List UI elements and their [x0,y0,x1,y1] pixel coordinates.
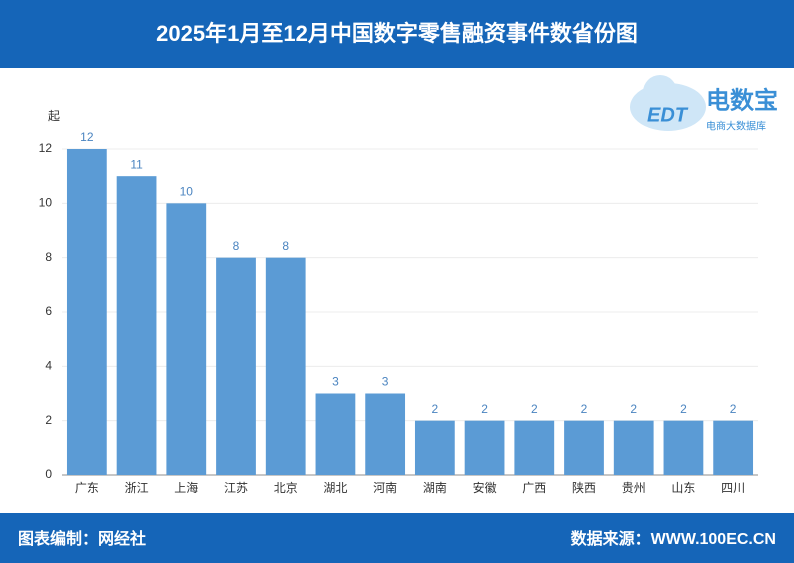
bar [713,420,754,475]
data-label: 3 [382,375,389,389]
bar [365,393,406,475]
footer-band [0,513,794,563]
logo-cloud [643,75,677,109]
logo-mark: EDT [647,104,689,126]
y-tick-label: 0 [45,467,52,481]
bar [66,149,107,475]
y-tick-label: 12 [39,141,53,155]
bar [564,420,604,475]
bar [116,176,157,475]
bar [265,257,306,475]
data-label: 12 [80,130,94,144]
footer-left: 图表编制：网经社 [18,529,146,548]
logo-subtitle: 电商大数据库 [706,120,766,133]
x-tick-label: 江苏 [224,481,248,495]
data-label: 2 [630,402,637,416]
x-tick-label: 山东 [671,481,695,495]
logo-name: 电数宝 [706,86,778,114]
bar [514,420,555,475]
bar [663,420,704,475]
x-tick-label: 广西 [522,481,546,495]
x-tick-label: 河南 [373,480,397,495]
x-tick-label: 安徽 [473,480,497,495]
data-label: 2 [680,402,687,416]
data-label: 10 [180,185,194,199]
header-band [0,0,794,68]
data-label: 11 [130,157,143,171]
data-label: 2 [531,402,538,416]
x-tick-label: 湖北 [323,480,347,495]
bar [166,203,207,476]
bar [315,393,356,475]
y-unit: 起 [48,109,60,123]
x-tick-label: 上海 [174,480,198,495]
x-tick-label: 广东 [75,481,99,495]
x-tick-label: 四川 [721,481,745,495]
bar [464,420,505,475]
footer-right: 数据来源：WWW.100EC.CN [571,529,776,548]
y-tick-label: 2 [45,413,52,427]
y-tick-label: 10 [39,196,53,210]
data-label: 8 [233,239,240,253]
x-tick-label: 浙江 [125,481,149,495]
bar [414,420,455,475]
data-label: 8 [282,239,289,253]
data-label: 2 [432,402,439,416]
chart-title: 2025年1月至12月中国数字零售融资事件数省份图 [156,21,638,46]
y-tick-label: 8 [45,250,52,264]
y-tick-label: 4 [45,359,52,373]
x-tick-label: 陕西 [572,480,596,495]
y-tick-label: 6 [45,304,52,318]
data-label: 3 [332,375,339,389]
data-label: 2 [481,402,488,416]
logo: EDT 电数宝 电商大数据库 [630,75,778,133]
x-tick-label: 贵州 [622,481,646,495]
bar [216,257,256,475]
bar [613,420,654,475]
data-label: 2 [730,402,737,416]
data-label: 2 [581,402,588,416]
x-tick-label: 北京 [274,481,298,495]
x-tick-label: 湖南 [423,480,447,495]
